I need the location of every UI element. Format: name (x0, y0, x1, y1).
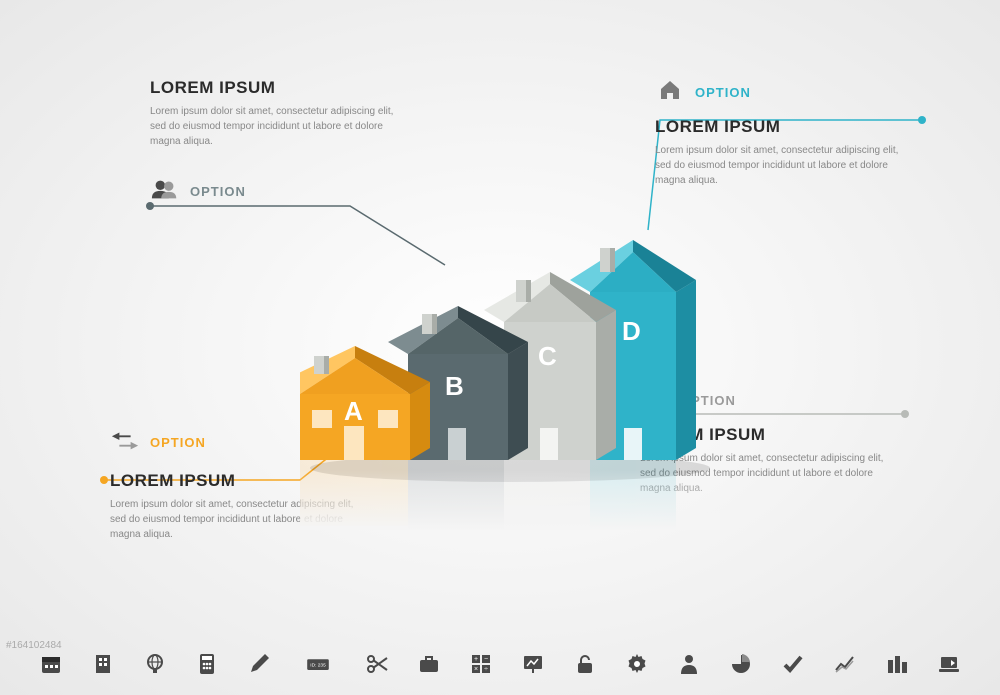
callout-top-right: OPTION LOREM IPSUM Lorem ipsum dolor sit… (655, 78, 915, 188)
houses-svg: D C (300, 210, 720, 530)
person-icon (676, 651, 702, 677)
arrows-icon (110, 428, 140, 457)
callout-top-left: LOREM IPSUM Lorem ipsum dolor sit amet, … (150, 78, 410, 214)
infographic-canvas: LOREM IPSUM Lorem ipsum dolor sit amet, … (0, 0, 1000, 695)
scissors-icon (364, 651, 390, 677)
house-label: C (538, 341, 557, 371)
pen-icon (246, 651, 272, 677)
home-icon (655, 78, 685, 107)
connector-dot (918, 116, 926, 124)
calendar-icon (38, 651, 64, 677)
option-label: OPTION (150, 435, 206, 450)
unlock-icon (572, 651, 598, 677)
callout-body: Lorem ipsum dolor sit amet, consectetur … (655, 143, 915, 188)
globe-icon (142, 651, 168, 677)
calc-grid-icon: +−× ÷ (468, 651, 494, 677)
id-badge-icon: ID: 235 (298, 651, 338, 677)
pie-icon (728, 651, 754, 677)
calculator-icon (194, 651, 220, 677)
briefcase-icon (416, 651, 442, 677)
callout-body: Lorem ipsum dolor sit amet, consectetur … (150, 104, 410, 149)
icon-row: ID: 235 +−× ÷ (0, 651, 1000, 677)
svg-text:ID: 235: ID: 235 (310, 662, 326, 668)
check-icon (780, 651, 806, 677)
laptop-icon (936, 651, 962, 677)
house-label: D (622, 316, 641, 346)
callout-title: LOREM IPSUM (655, 117, 915, 137)
gear-icon (624, 651, 650, 677)
connector-dot (100, 476, 108, 484)
presentation-icon (520, 651, 546, 677)
option-label: OPTION (190, 184, 246, 199)
line-chart-icon (832, 651, 858, 677)
svg-text:+: + (474, 656, 478, 663)
svg-text:×: × (474, 666, 478, 673)
city-icon (884, 651, 910, 677)
connector-dot (901, 410, 909, 418)
watermark: #164102484 (6, 640, 62, 651)
house-label: B (445, 371, 464, 401)
option-label: OPTION (695, 85, 751, 100)
building-icon (90, 651, 116, 677)
houses-stage: D C (300, 210, 720, 490)
callout-title: LOREM IPSUM (150, 78, 410, 98)
house-label: A (344, 396, 363, 426)
svg-text:−: − (484, 656, 488, 663)
people-icon (150, 177, 180, 206)
svg-text:÷: ÷ (484, 666, 488, 673)
